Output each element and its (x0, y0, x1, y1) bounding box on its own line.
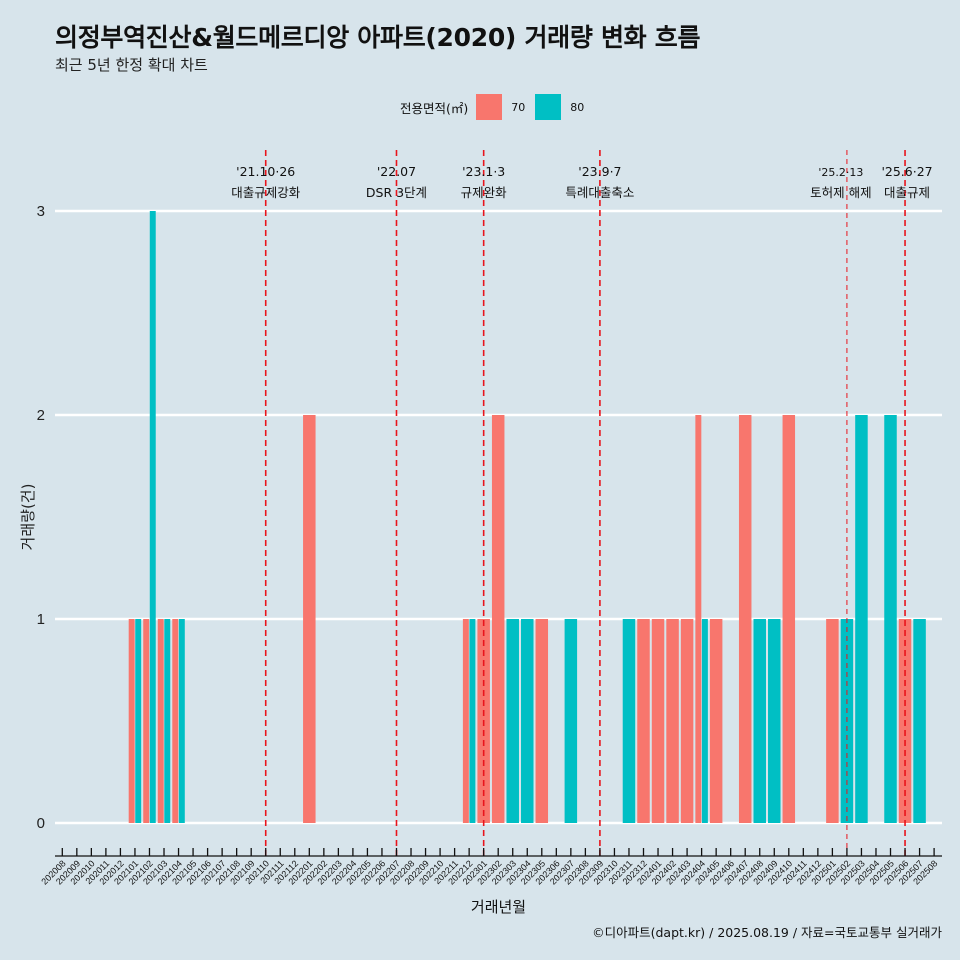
event-label: 대출규제강화 (231, 185, 301, 200)
bar-70-202103 (157, 619, 164, 823)
legend: 전용면적(㎡) 70 80 (400, 93, 594, 121)
bar-70-202212 (462, 619, 469, 823)
y-axis-title: 거래량(건) (19, 484, 37, 551)
event-annotations: '21.10·26 대출규제강화 '22.07 DSR 3단계 '23.1·3 규제완화 '… (231, 164, 932, 200)
bar-80-202102 (149, 211, 156, 823)
event-label: 토허제 해제 (810, 185, 871, 200)
bar-70-202501 (826, 619, 839, 823)
bar-80-202311 (622, 619, 636, 823)
event-date: '25.2·13 (818, 166, 863, 179)
bar-80-202507 (913, 619, 926, 823)
event-label: 특례대출축소 (565, 185, 634, 200)
x-axis-title: 거래년월 (470, 898, 527, 916)
bar-80-202303 (506, 619, 519, 823)
bar-70-202405 (709, 619, 723, 823)
bar-80-202409 (768, 619, 781, 823)
bar-80-202212 (469, 619, 476, 823)
caption: ©디아파트(dapt.kr) / 2025.08.19 / 자료=국토교통부 실… (592, 925, 942, 940)
bars (128, 211, 926, 823)
bar-70-202201 (303, 415, 316, 823)
bar-80-202104 (178, 619, 185, 823)
bar-80-202408 (753, 619, 766, 823)
y-axis: 0 1 2 3 (37, 203, 45, 832)
bar-70-202312 (637, 619, 650, 823)
chart-title: 의정부역진산&월드메르디앙 아파트(2020) 거래량 변화 흐름 (55, 23, 701, 52)
bar-70-202104 (172, 619, 179, 823)
chart-subtitle: 최근 5년 한정 확대 차트 (55, 56, 208, 74)
bar-80-202307 (564, 619, 578, 823)
legend-label-70: 70 (511, 100, 526, 114)
event-date: '25.6·27 (881, 164, 932, 179)
bar-70-202410 (782, 415, 796, 823)
event-lines (264, 150, 906, 856)
bar-70-202407 (738, 415, 752, 823)
bar-80-202503 (855, 415, 868, 823)
y-tick-label: 0 (37, 815, 45, 832)
event-date: '22.07 (377, 164, 416, 179)
legend-key-70 (476, 94, 503, 120)
bar-80-202304 (521, 619, 534, 823)
event-label: 규제완화 (461, 185, 508, 200)
legend-label-80: 80 (570, 100, 585, 114)
bar-80-202505 (884, 415, 897, 823)
y-tick-label: 1 (37, 611, 45, 628)
legend-title: 전용면적(㎡) (400, 100, 469, 116)
x-axis: 2020082020092020102020112020122021012021… (39, 848, 942, 887)
bar-70-202302 (491, 415, 505, 823)
bar-80-202101 (135, 619, 142, 823)
bar-80-202404 (701, 619, 708, 823)
event-label: DSR 3단계 (366, 185, 427, 200)
legend-key-80 (535, 94, 562, 120)
bar-70-202305 (535, 619, 549, 823)
bar-70-202404 (695, 415, 702, 823)
event-date: '23.9·7 (578, 164, 621, 179)
bar-70-202403 (680, 619, 694, 823)
event-date: '23.1·3 (462, 164, 505, 179)
bar-70-202401 (651, 619, 665, 823)
y-tick-label: 2 (37, 407, 45, 424)
bar-70-202402 (666, 619, 679, 823)
bar-70-202101 (128, 619, 135, 823)
bar-70-202102 (143, 619, 150, 823)
event-label: 대출규제 (884, 185, 930, 200)
bar-80-202103 (164, 619, 171, 823)
y-tick-label: 3 (37, 203, 45, 220)
event-date: '21.10·26 (236, 164, 295, 179)
